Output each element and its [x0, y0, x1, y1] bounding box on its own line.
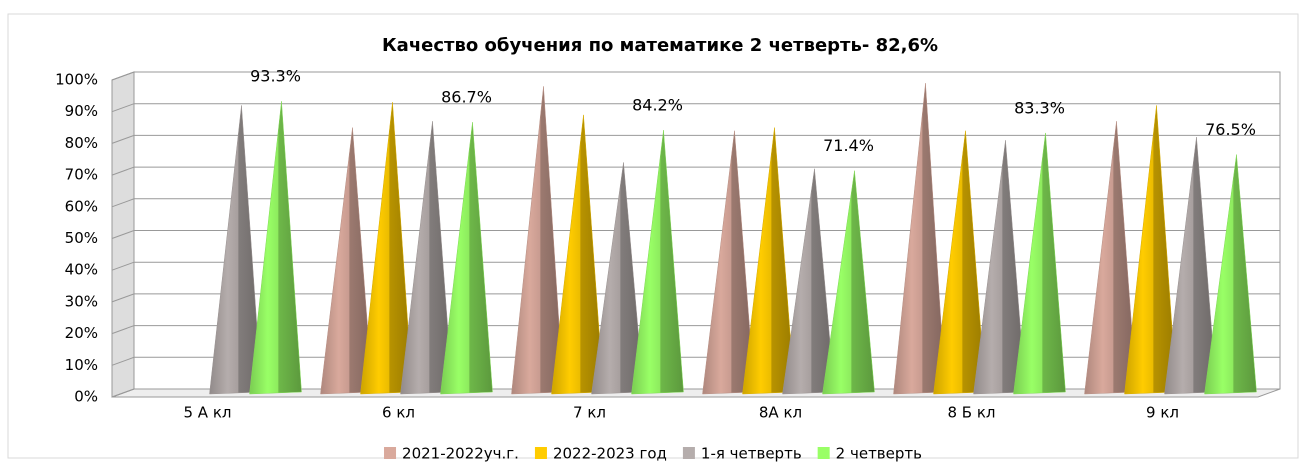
data-label: 71.4%: [823, 136, 874, 155]
cone: [631, 130, 684, 395]
legend-swatch: [384, 447, 397, 459]
cone: [320, 127, 373, 395]
y-tick-label: 40%: [65, 261, 98, 279]
y-tick-label: 20%: [65, 324, 98, 342]
cone: [933, 130, 986, 395]
cone: [742, 127, 795, 395]
x-tick-label: 6 кл: [382, 404, 415, 422]
cone: [1084, 121, 1137, 395]
x-tick-label: 5 А кл: [184, 404, 232, 422]
grid-line: [111, 166, 1280, 176]
cone: [360, 102, 413, 395]
cone: [973, 140, 1026, 395]
grid-line: [111, 325, 1280, 335]
grid-line: [111, 230, 1280, 239]
y-tick-label: 30%: [65, 292, 98, 310]
data-label: 86.7%: [441, 88, 492, 107]
x-tick-label: 8 Б кл: [947, 404, 995, 422]
legend-label: 2 четверть: [836, 445, 922, 462]
y-tick-label: 0%: [74, 388, 98, 406]
x-tick-label: 8А кл: [759, 404, 802, 422]
legend-label: 1-я четверть: [701, 445, 802, 462]
cone: [209, 105, 262, 395]
grid-line: [111, 198, 1280, 208]
cone: [702, 130, 755, 395]
x-tick-label: 9 кл: [1146, 404, 1179, 422]
cone: [400, 121, 453, 395]
y-tick-label: 90%: [65, 102, 98, 120]
cone: [782, 168, 835, 395]
cone: [440, 122, 493, 395]
y-tick-label: 70%: [65, 166, 98, 184]
legend: 2021-2022уч.г. 2022-2023 год 1-я четверть 2…: [384, 445, 922, 462]
cone: [1164, 137, 1217, 395]
legend-swatch: [682, 447, 695, 459]
grid-line: [111, 261, 1280, 271]
cone: [591, 162, 644, 395]
legend-label: 2022-2023 год: [553, 445, 667, 462]
legend-label: 2021-2022уч.г.: [402, 445, 519, 462]
cone: [511, 86, 564, 395]
grid-line: [111, 103, 1280, 113]
cone: [893, 83, 946, 395]
y-tick-label: 10%: [65, 356, 98, 374]
legend-swatch: [817, 447, 830, 459]
data-label: 76.5%: [1205, 120, 1256, 139]
cone: [249, 101, 302, 395]
data-label: 83.3%: [1014, 98, 1065, 117]
y-tick-label: 50%: [65, 229, 98, 247]
legend-swatch: [534, 447, 547, 459]
y-tick-label: 100%: [55, 71, 98, 89]
cone: [551, 114, 604, 395]
x-tick-label: 7 кл: [573, 404, 606, 422]
cone: [1124, 105, 1177, 395]
data-label: 84.2%: [632, 96, 683, 115]
y-tick-label: 60%: [65, 197, 98, 215]
data-label: 93.3%: [250, 67, 301, 86]
cone: [1204, 154, 1257, 395]
cone: [1013, 132, 1066, 395]
grid-line: [111, 134, 1280, 144]
grid-line: [111, 71, 1280, 81]
cone: [822, 170, 875, 395]
y-tick-label: 80%: [65, 134, 98, 152]
chart-title: Качество обучения по математике 2 четвер…: [382, 35, 938, 56]
grid-line: [111, 293, 1280, 303]
